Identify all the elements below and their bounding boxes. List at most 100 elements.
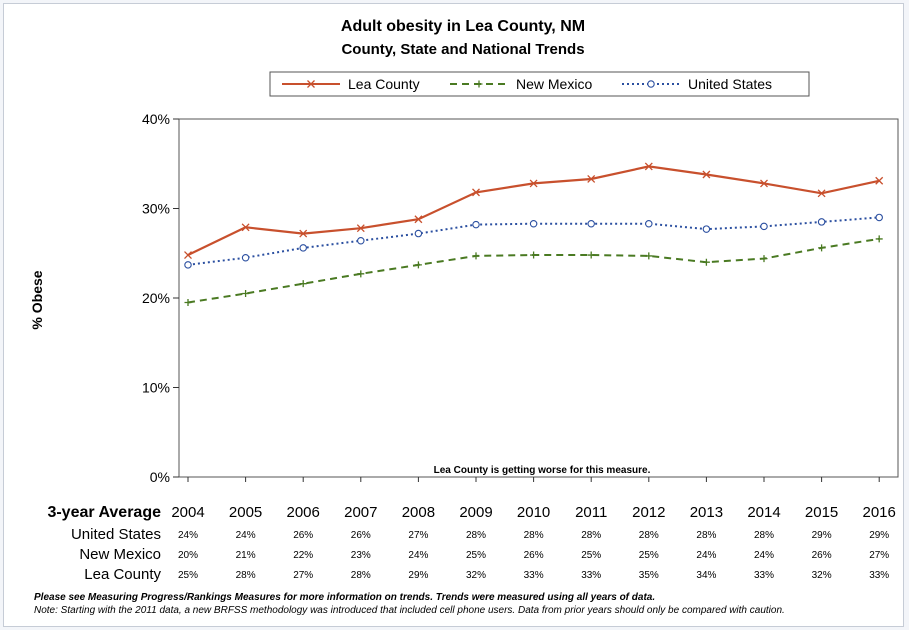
data-point-new-mexico bbox=[414, 261, 422, 269]
table-cell: 23% bbox=[351, 550, 371, 561]
data-point-lea-county bbox=[241, 223, 250, 232]
data-point-united-states bbox=[241, 253, 250, 262]
table-cell: 26% bbox=[812, 550, 832, 561]
data-point-united-states bbox=[760, 222, 768, 231]
table-row-label: United States bbox=[71, 526, 161, 543]
table-cell: 29% bbox=[812, 530, 832, 541]
data-point-lea-county bbox=[587, 175, 596, 183]
chart-subtitle: County, State and National Trends bbox=[341, 41, 584, 58]
table-cell: 28% bbox=[466, 530, 486, 541]
data-table: 3-year Average United States 24% 24% 26% 26% 2… bbox=[47, 504, 889, 583]
table-cell: 28% bbox=[639, 530, 659, 541]
data-point-new-mexico bbox=[645, 252, 653, 260]
x-tick-label: 2011 bbox=[575, 504, 607, 521]
footnote-methodology: Note: Starting with the 2011 data, a new… bbox=[34, 605, 785, 616]
x-tick-label: 2014 bbox=[747, 504, 780, 521]
y-axis-label: % Obese bbox=[29, 270, 45, 329]
table-cell: 24% bbox=[408, 550, 428, 561]
table-cell: 27% bbox=[293, 570, 313, 581]
data-point-united-states bbox=[702, 225, 711, 233]
table-cell: 24% bbox=[236, 530, 256, 541]
data-point-lea-county bbox=[644, 162, 653, 171]
data-point-united-states bbox=[414, 229, 423, 238]
data-point-lea-county bbox=[184, 251, 192, 259]
table-cell: 28% bbox=[351, 570, 371, 581]
data-point-new-mexico bbox=[357, 270, 365, 278]
data-point-united-states bbox=[817, 218, 826, 226]
table-cell: 26% bbox=[293, 530, 313, 541]
data-point-united-states bbox=[184, 261, 192, 269]
data-point-united-states bbox=[875, 213, 883, 222]
table-cell: 33% bbox=[581, 570, 601, 581]
chart-frame: Adult obesity in Lea County, NM County, … bbox=[3, 3, 904, 627]
table-cell: 25% bbox=[581, 550, 601, 561]
x-tick-label: 2015 bbox=[805, 504, 838, 521]
table-cell: 28% bbox=[696, 530, 716, 541]
table-cell: 33% bbox=[524, 570, 544, 581]
series-line-new-mexico bbox=[187, 237, 880, 304]
series-line-lea-county bbox=[187, 165, 880, 256]
data-point-lea-county bbox=[356, 224, 365, 233]
table-cell: 26% bbox=[351, 530, 371, 541]
table-cell: 28% bbox=[524, 530, 544, 541]
x-tick-label: 2016 bbox=[863, 504, 896, 521]
data-point-new-mexico bbox=[184, 298, 192, 306]
table-cell: 28% bbox=[581, 530, 601, 541]
data-point-lea-county bbox=[875, 176, 884, 185]
legend-marker-united-states bbox=[647, 80, 655, 88]
legend-box bbox=[269, 71, 810, 97]
table-header: 3-year Average bbox=[47, 504, 161, 521]
table-cell: 20% bbox=[178, 550, 198, 561]
chart-title: Adult obesity in Lea County, NM bbox=[341, 18, 585, 35]
x-tick-label: 2012 bbox=[632, 504, 665, 521]
table-cell: 27% bbox=[408, 530, 428, 541]
data-point-united-states bbox=[472, 220, 480, 229]
table-cell: 33% bbox=[754, 570, 774, 581]
table-cell: 25% bbox=[639, 550, 659, 561]
table-cell: 29% bbox=[408, 570, 428, 581]
table-cell: 28% bbox=[236, 570, 256, 581]
data-point-new-mexico bbox=[587, 251, 595, 259]
data-point-lea-county bbox=[817, 189, 826, 198]
x-tick-label: 2013 bbox=[690, 504, 723, 521]
table-cell: 34% bbox=[696, 570, 716, 581]
table-cell: 24% bbox=[754, 550, 774, 561]
footnotes: Please see Measuring Progress/Rankings M… bbox=[34, 591, 904, 617]
y-tick-label: 40% bbox=[142, 111, 170, 127]
data-point-lea-county bbox=[299, 229, 308, 238]
plot-area bbox=[184, 162, 884, 306]
y-tick-label: 0% bbox=[150, 469, 170, 485]
data-point-lea-county bbox=[760, 179, 768, 188]
legend-marker-new-mexico bbox=[475, 80, 483, 88]
y-tick-label: 20% bbox=[142, 290, 170, 306]
table-cell: 24% bbox=[178, 530, 198, 541]
axes: 0% 10% 20% 30% 40% 2004 2005 2006 2007 2008 2009 20… bbox=[142, 111, 899, 521]
table-cell: 21% bbox=[236, 550, 256, 561]
data-point-new-mexico bbox=[242, 290, 250, 298]
data-point-lea-county bbox=[702, 170, 711, 179]
data-point-new-mexico bbox=[472, 252, 480, 260]
table-cell: 29% bbox=[869, 530, 889, 541]
legend-label-united-states: United States bbox=[688, 76, 772, 92]
y-tick-label: 10% bbox=[142, 380, 170, 396]
x-tick-label: 2006 bbox=[287, 504, 320, 521]
data-point-new-mexico bbox=[818, 244, 826, 252]
data-point-united-states bbox=[587, 219, 595, 228]
data-point-new-mexico bbox=[530, 251, 538, 259]
data-point-new-mexico bbox=[299, 280, 307, 288]
data-point-lea-county bbox=[472, 188, 480, 197]
table-cell: 25% bbox=[178, 570, 198, 581]
data-point-lea-county bbox=[414, 215, 423, 224]
table-cell: 27% bbox=[869, 550, 889, 561]
footnote-measures: Please see Measuring Progress/Rankings M… bbox=[34, 592, 656, 603]
legend-label-lea-county: Lea County bbox=[348, 76, 420, 92]
table-row-label: Lea County bbox=[84, 566, 161, 583]
table-cell: 22% bbox=[293, 550, 313, 561]
table-cell: 32% bbox=[466, 570, 486, 581]
data-point-united-states bbox=[645, 219, 653, 228]
legend-marker-lea-county bbox=[307, 80, 315, 88]
table-cell: 33% bbox=[869, 570, 889, 581]
data-point-united-states bbox=[357, 236, 365, 245]
table-row-label: New Mexico bbox=[79, 546, 161, 563]
x-tick-label: 2009 bbox=[459, 504, 492, 521]
